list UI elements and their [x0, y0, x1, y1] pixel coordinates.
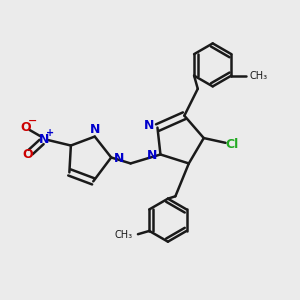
Text: N: N	[90, 124, 100, 136]
Text: +: +	[46, 128, 55, 138]
Text: Cl: Cl	[226, 137, 239, 151]
Text: CH₃: CH₃	[249, 70, 267, 81]
Text: O: O	[21, 121, 32, 134]
Text: O: O	[22, 148, 33, 161]
Text: −: −	[28, 116, 37, 126]
Text: N: N	[144, 119, 154, 132]
Text: N: N	[114, 152, 125, 166]
Text: N: N	[147, 149, 157, 163]
Text: N: N	[39, 133, 49, 146]
Text: CH₃: CH₃	[115, 230, 133, 240]
